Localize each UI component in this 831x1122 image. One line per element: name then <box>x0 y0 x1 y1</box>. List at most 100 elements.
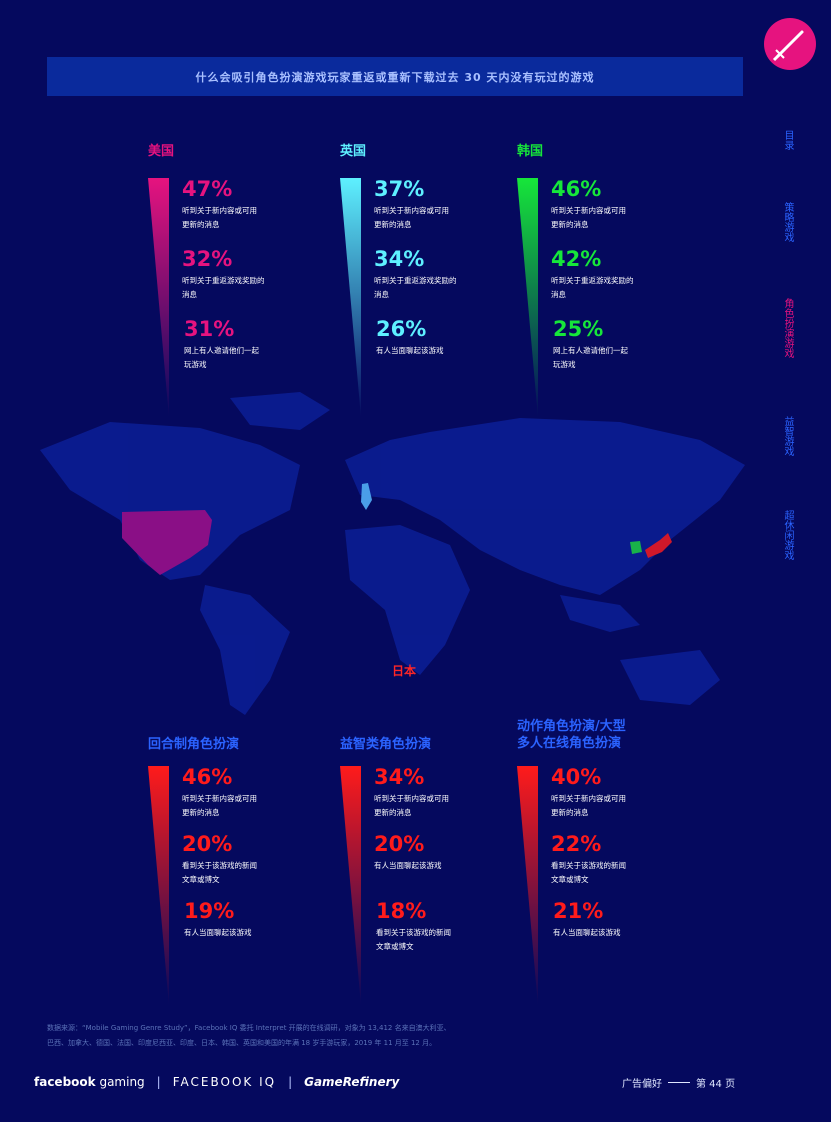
stat-description-line: 听到关于新内容或可用 <box>551 206 626 215</box>
gradient-wedge <box>148 766 169 1006</box>
gaming-wordmark: gaming <box>95 1075 145 1089</box>
stat-description-line: 网上有人邀请他们一起 <box>184 346 259 355</box>
stat-description-line: 更新的消息 <box>182 808 220 817</box>
stat-description: 听到关于新内容或可用 更新的消息 <box>374 204 494 232</box>
stat-description-line: 消息 <box>182 290 197 299</box>
footnote: 数据来源：“Mobile Gaming Genre Study”，Faceboo… <box>47 1021 517 1051</box>
stat-description: 有人当面聊起该游戏 <box>184 926 304 940</box>
group-title: 韩国 <box>517 144 544 159</box>
map-korea <box>630 541 642 554</box>
stat-percentage: 25% <box>553 317 604 341</box>
wedge-shape <box>517 766 538 1006</box>
stat-percentage: 21% <box>553 899 604 923</box>
stat-description-line: 听到关于重返游戏奖励的 <box>182 276 265 285</box>
stat-description-line: 听到关于重返游戏奖励的 <box>551 276 634 285</box>
footnote-line-1: 数据来源：“Mobile Gaming Genre Study”，Faceboo… <box>47 1024 451 1032</box>
stat-description: 听到关于新内容或可用 更新的消息 <box>182 204 302 232</box>
stat-percentage: 34% <box>374 247 425 271</box>
facebook-iq-logo: FACEBOOK IQ <box>172 1075 277 1089</box>
stat-description-line: 听到关于新内容或可用 <box>374 206 449 215</box>
footer-logos: facebook gaming | FACEBOOK IQ | GameRefi… <box>34 1075 399 1089</box>
nav-item-strategy[interactable]: 策略游戏 <box>782 202 793 242</box>
stat-description-line: 看到关于该游戏的新闻 <box>551 861 626 870</box>
wedge-shape <box>340 178 361 418</box>
stat-description-line: 看到关于该游戏的新闻 <box>182 861 257 870</box>
stat-description-line: 听到关于重返游戏奖励的 <box>374 276 457 285</box>
sword-icon <box>772 30 804 62</box>
stat-description-line: 文章或博文 <box>551 875 589 884</box>
group-title: 益智类角色扮演 <box>340 737 432 752</box>
stat-percentage: 46% <box>182 765 233 789</box>
map-usa <box>122 510 212 575</box>
gradient-wedge <box>148 178 169 418</box>
stat-description: 看到关于该游戏的新闻 文章或博文 <box>551 859 671 887</box>
stat-description-line: 更新的消息 <box>551 220 589 229</box>
footer-dash <box>668 1082 690 1083</box>
side-nav: 目录 策略游戏 角色扮演游戏 益智游戏 超休闲游戏 <box>770 120 814 600</box>
group-title: 动作角色扮演/大型 多人在线角色扮演 <box>517 718 626 752</box>
wedge-shape <box>148 766 169 1006</box>
stat-description-line: 有人当面聊起该游戏 <box>553 928 621 937</box>
stat-description-line: 玩游戏 <box>184 360 207 369</box>
footnote-line-2: 巴西、加拿大、德国、法国、印度尼西亚、印度、日本、韩国、英国和美国的年满 18 … <box>47 1039 437 1047</box>
stat-description-line: 听到关于新内容或可用 <box>374 794 449 803</box>
stat-description: 听到关于新内容或可用 更新的消息 <box>374 792 494 820</box>
stat-description-line: 消息 <box>374 290 389 299</box>
stat-description-line: 更新的消息 <box>374 220 412 229</box>
stat-percentage: 22% <box>551 832 602 856</box>
gradient-wedge <box>517 178 538 418</box>
stat-description: 听到关于重返游戏奖励的 消息 <box>551 274 671 302</box>
footer-divider-2: | <box>288 1075 293 1089</box>
group-title-line: 动作角色扮演/大型 <box>517 719 626 734</box>
stat-description-line: 有人当面聊起该游戏 <box>184 928 252 937</box>
stat-description-line: 更新的消息 <box>182 220 220 229</box>
nav-item-roleplay[interactable]: 角色扮演游戏 <box>782 298 793 358</box>
map-label-japan: 日本 <box>391 664 416 678</box>
stat-description-line: 看到关于该游戏的新闻 <box>376 928 451 937</box>
stat-description: 有人当面聊起该游戏 <box>376 344 496 358</box>
stat-description-line: 网上有人邀请他们一起 <box>553 346 628 355</box>
stat-description-line: 听到关于新内容或可用 <box>182 206 257 215</box>
stat-description: 有人当面聊起该游戏 <box>553 926 673 940</box>
stat-description-line: 听到关于新内容或可用 <box>182 794 257 803</box>
nav-item-puzzle[interactable]: 益智游戏 <box>782 416 793 456</box>
footer-page-number: 第 44 页 <box>696 1079 736 1090</box>
stat-description-line: 有人当面聊起该游戏 <box>376 346 444 355</box>
stat-description: 网上有人邀请他们一起 玩游戏 <box>184 344 304 372</box>
stat-percentage: 26% <box>376 317 427 341</box>
map-japan <box>645 533 672 558</box>
facebook-gaming-logo: facebook gaming <box>34 1075 145 1089</box>
stat-description: 看到关于该游戏的新闻 文章或博文 <box>182 859 302 887</box>
stat-description: 听到关于新内容或可用 更新的消息 <box>551 792 671 820</box>
stat-percentage: 46% <box>551 177 602 201</box>
stat-percentage: 31% <box>184 317 235 341</box>
stat-description: 听到关于重返游戏奖励的 消息 <box>182 274 302 302</box>
stat-description: 听到关于新内容或可用 更新的消息 <box>182 792 302 820</box>
stat-description-line: 听到关于新内容或可用 <box>551 794 626 803</box>
map-uk <box>361 483 372 510</box>
stat-description: 听到关于重返游戏奖励的 消息 <box>374 274 494 302</box>
stat-description-line: 更新的消息 <box>374 808 412 817</box>
group-title: 美国 <box>148 144 175 159</box>
gradient-wedge <box>517 766 538 1006</box>
gradient-wedge <box>340 766 361 1006</box>
stat-description-line: 文章或博文 <box>182 875 220 884</box>
stat-percentage: 18% <box>376 899 427 923</box>
gradient-wedge <box>340 178 361 418</box>
nav-item-contents[interactable]: 目录 <box>782 130 793 150</box>
gamerefinery-logo: GameRefinery <box>304 1075 400 1089</box>
stat-description: 有人当面聊起该游戏 <box>374 859 494 873</box>
wedge-shape <box>517 178 538 418</box>
stat-description: 听到关于新内容或可用 更新的消息 <box>551 204 671 232</box>
stat-description-line: 有人当面聊起该游戏 <box>374 861 442 870</box>
stat-percentage: 19% <box>184 899 235 923</box>
page-title-banner: 什么会吸引角色扮演游戏玩家重返或重新下载过去 30 天内没有玩过的游戏 <box>47 57 743 96</box>
stat-description: 看到关于该游戏的新闻 文章或博文 <box>376 926 496 954</box>
group-title-line: 多人在线角色扮演 <box>517 736 622 751</box>
stat-percentage: 20% <box>374 832 425 856</box>
stat-description-line: 更新的消息 <box>551 808 589 817</box>
roleplay-badge <box>764 18 816 70</box>
stat-percentage: 42% <box>551 247 602 271</box>
group-title: 英国 <box>340 144 367 159</box>
nav-item-hypercasual[interactable]: 超休闲游戏 <box>782 510 793 560</box>
